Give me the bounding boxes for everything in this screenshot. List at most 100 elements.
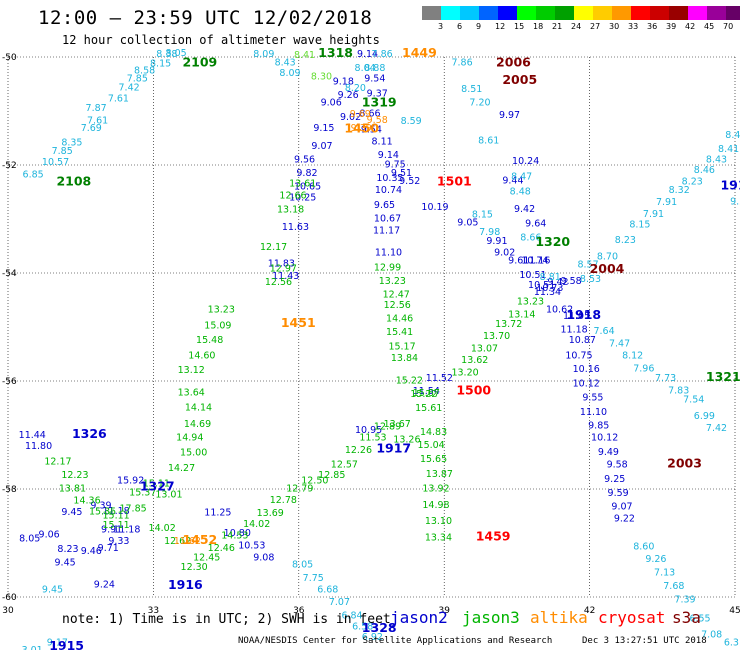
- data-label: 13.64: [178, 388, 205, 399]
- data-label: 17.85: [119, 504, 146, 515]
- data-label: 8.47: [511, 172, 532, 183]
- data-label: 9.58: [367, 115, 388, 126]
- data-label: 12.56: [265, 277, 292, 288]
- data-label: 8.88: [364, 63, 385, 74]
- data-label: 9.06: [321, 98, 342, 109]
- data-label: 13.84: [391, 353, 418, 364]
- data-label: 9.61: [508, 255, 529, 266]
- data-label: 13.10: [425, 516, 452, 527]
- color-scale-label: 33: [628, 22, 639, 31]
- pass-label: 1451: [281, 315, 316, 330]
- data-label: 15.67: [413, 388, 440, 399]
- color-scale-label: 36: [647, 22, 658, 31]
- data-label: 9.05: [457, 217, 478, 228]
- data-label: 15.61: [415, 403, 442, 414]
- data-label: 14.46: [386, 314, 413, 325]
- data-label: 13.20: [451, 368, 478, 379]
- data-label: 12.97: [270, 263, 297, 274]
- data-label: 15.11: [103, 511, 130, 522]
- x-tick-label: 30: [2, 606, 14, 616]
- data-label: 13.34: [425, 532, 452, 543]
- data-label: 11.62: [174, 536, 201, 547]
- data-label: 13.01: [155, 490, 182, 501]
- pass-label: 1319: [362, 95, 397, 110]
- y-tick-label: -56: [2, 377, 17, 387]
- data-label: 11.17: [373, 226, 400, 237]
- data-label: 11.10: [375, 248, 402, 259]
- data-label: 14.27: [168, 463, 195, 474]
- pass-label: 1450: [344, 121, 379, 136]
- data-label: 8.41: [718, 144, 739, 155]
- data-label: 10.75: [565, 350, 592, 361]
- data-label: 8.59: [401, 116, 422, 127]
- data-label: 12.47: [383, 289, 410, 300]
- data-label: 15.37: [129, 487, 156, 498]
- color-swatch: [422, 6, 441, 20]
- pass-label: 1320: [535, 234, 570, 249]
- data-label: 10.95: [355, 425, 382, 436]
- data-label: 9.64: [525, 219, 546, 230]
- legend-entry-altika: altika: [530, 608, 588, 627]
- data-label: 12.78: [270, 495, 297, 506]
- data-label: 10.87: [569, 335, 596, 346]
- pass-label: 1500: [456, 383, 491, 398]
- data-label: 9.26: [645, 554, 666, 565]
- data-label: 7.91: [643, 209, 664, 220]
- data-label: 8.23: [57, 544, 78, 555]
- data-label: 15.41: [386, 327, 413, 338]
- data-label: 9.51: [391, 168, 412, 179]
- data-label: 9.59: [608, 488, 629, 499]
- data-label: 8.15: [472, 209, 493, 220]
- data-label: 12.23: [61, 470, 88, 481]
- data-label: 8.70: [597, 252, 618, 263]
- data-label: 7.75: [303, 573, 324, 584]
- data-label: 8.30: [311, 72, 332, 83]
- data-label: 15.11: [103, 520, 130, 531]
- data-label: 15.65: [420, 454, 447, 465]
- data-label: 13.92: [422, 484, 449, 495]
- data-label: 11.16: [523, 255, 550, 266]
- data-label: 9.91: [486, 236, 507, 247]
- data-label: 14.60: [188, 350, 215, 361]
- data-label: 8.32: [669, 185, 690, 196]
- data-label: 13.23: [208, 304, 235, 315]
- data-label: 12.17: [260, 242, 287, 253]
- data-label: 8.15: [150, 59, 171, 70]
- data-label: 12.17: [44, 457, 71, 468]
- y-tick-label: -50: [2, 53, 17, 63]
- data-label: 7.61: [87, 115, 108, 126]
- data-label: 14.83: [420, 427, 447, 438]
- data-label: 8.53: [580, 274, 601, 285]
- color-scale-label: 39: [666, 22, 677, 31]
- x-tick-label: 36: [293, 606, 305, 616]
- legend-entry-jason3: jason3: [462, 608, 520, 627]
- data-label: 9.07: [311, 141, 332, 152]
- pass-label: 1321: [706, 369, 740, 384]
- pass-label: 1326: [72, 426, 107, 441]
- pass-label: 2004: [590, 261, 625, 276]
- pass-label: 1917: [376, 440, 411, 455]
- data-label: 8.09: [279, 68, 300, 79]
- pass-label: 191: [720, 177, 740, 192]
- data-label: 7.86: [372, 49, 393, 60]
- data-label: 8.15: [629, 220, 650, 231]
- data-label: 10.67: [374, 214, 401, 225]
- data-label: 6.55: [689, 613, 710, 624]
- color-swatch: [612, 6, 631, 20]
- data-label: 11.25: [204, 507, 231, 518]
- data-label: 15.22: [396, 376, 423, 387]
- data-label: 8.05: [292, 559, 313, 570]
- data-label: 7.68: [663, 581, 684, 592]
- color-scale-label: 6: [457, 22, 463, 31]
- data-label: 9.18: [333, 77, 354, 88]
- data-label: 11.53: [359, 432, 386, 443]
- data-label: 12.57: [331, 459, 358, 470]
- pass-label: 1328: [362, 620, 397, 635]
- color-swatch: [441, 6, 460, 20]
- data-label: 7.64: [593, 326, 614, 337]
- data-label: 7.54: [683, 395, 704, 406]
- data-label: 7.47: [609, 338, 630, 349]
- data-label: 9.56: [294, 154, 315, 165]
- data-label: 9.54: [364, 73, 385, 84]
